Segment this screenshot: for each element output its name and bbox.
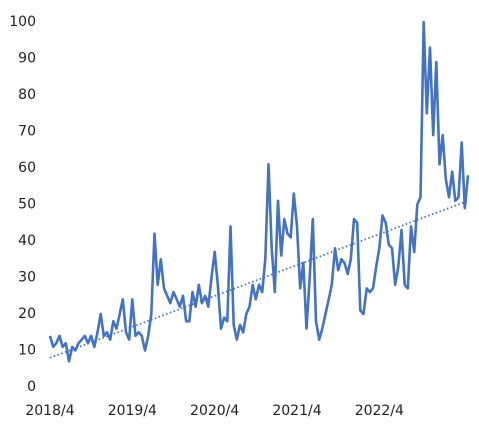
y-tick-label: 50	[18, 197, 36, 213]
y-tick-label: 100	[9, 14, 36, 30]
x-tick-label: 2021/4	[272, 403, 321, 419]
trend-line	[49, 200, 469, 359]
y-tick-label: 20	[18, 306, 36, 322]
y-tick-label: 10	[18, 343, 36, 359]
x-tick-label: 2018/4	[25, 403, 74, 419]
x-tick-label: 2022/4	[355, 403, 404, 419]
y-tick-label: 80	[18, 87, 36, 103]
y-tick-label: 40	[18, 233, 36, 249]
data-line	[48, 20, 470, 363]
y-tick-label: 90	[18, 51, 36, 67]
y-tick-label: 0	[27, 379, 36, 395]
x-tick-label: 2019/4	[108, 403, 157, 419]
y-tick-label: 30	[18, 270, 36, 286]
x-tick-label: 2020/4	[190, 403, 239, 419]
y-tick-label: 60	[18, 160, 36, 176]
y-tick-label: 70	[18, 124, 36, 140]
